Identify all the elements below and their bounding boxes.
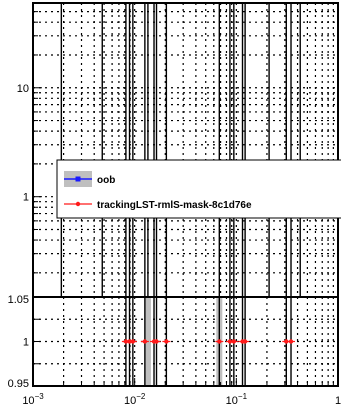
legend: oob trackingLST-rmlS-mask-8c1d76e: [56, 159, 341, 219]
ratio-y-tick-label: 1: [23, 337, 29, 349]
x-tick-label: 10−3: [22, 392, 44, 407]
ratio-point: [242, 339, 248, 344]
legend-entry-oob: oob: [64, 171, 115, 187]
ratio-point: [284, 339, 289, 344]
ratio-point: [231, 339, 237, 344]
ratio-plot-panel: 0.95 1 1.05 10−3 10−2 10−1 1: [8, 294, 341, 407]
top-plot-panel: 1 10 oob trackingLST-rmlS-mask-8c1d76e: [17, 2, 341, 298]
ratio-point: [142, 339, 148, 344]
ratio-y-axis: 0.95 1 1.05: [8, 294, 40, 390]
x-tick-label: 1: [335, 395, 341, 407]
legend-oob-marker: [75, 176, 81, 182]
x-tick-label: 10−2: [124, 392, 146, 407]
legend-box: [56, 159, 341, 219]
ratio-point: [217, 339, 222, 344]
ratio-series-points: [121, 297, 296, 386]
top-y-axis: 1 10: [17, 2, 42, 274]
ratio-y-tick-label: 1.05: [8, 294, 29, 306]
ratio-point: [164, 339, 169, 344]
legend-entry-tracking: trackingLST-rmlS-mask-8c1d76e: [64, 200, 252, 211]
ratio-point: [154, 339, 159, 344]
ratio-point: [130, 339, 136, 344]
legend-tracking-marker: [75, 201, 81, 207]
top-y-tick-label: 1: [23, 192, 29, 204]
top-y-tick-label: 10: [17, 83, 29, 95]
legend-tracking-label: trackingLST-rmlS-mask-8c1d76e: [97, 200, 252, 211]
legend-oob-label: oob: [97, 175, 115, 186]
ratio-x-axis: 10−3 10−2 10−1 1: [22, 378, 341, 407]
x-tick-label: 10−1: [226, 392, 248, 407]
ratio-y-tick-label: 0.95: [8, 378, 29, 390]
ratio-point: [288, 339, 294, 344]
